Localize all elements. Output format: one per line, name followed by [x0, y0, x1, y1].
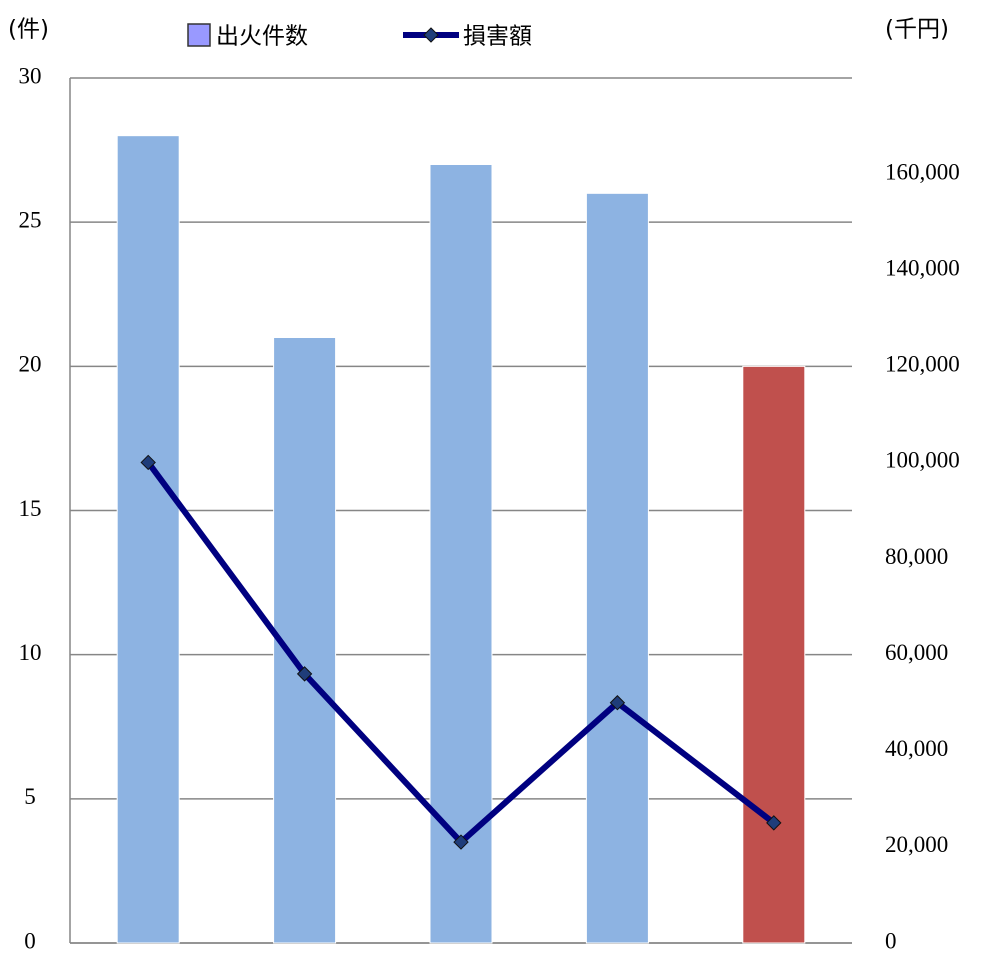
y-tick-label: 0	[24, 928, 36, 953]
bar	[585, 192, 649, 944]
line-marker	[609, 695, 626, 711]
legend-swatch	[187, 23, 211, 47]
bar	[429, 164, 493, 944]
y-tick-label: 10	[19, 640, 42, 665]
y-tick-label: 15	[19, 496, 42, 521]
legend-label: 出火件数	[216, 24, 308, 50]
line-marker	[453, 834, 469, 850]
legend-label: 損害額	[463, 24, 532, 50]
y-tick-label: 25	[19, 207, 42, 232]
y-axis-title: (件)	[8, 17, 49, 43]
y2-axis-title: (千円)	[885, 17, 949, 43]
y2-tick-label: 20,000	[885, 832, 948, 857]
y-tick-label: 20	[19, 352, 42, 377]
y2-tick-label: 80,000	[885, 544, 948, 569]
y-tick-label: 30	[19, 63, 42, 88]
y2-tick-label: 120,000	[885, 352, 960, 377]
y2-tick-label: 100,000	[885, 448, 960, 473]
legend-marker	[423, 27, 439, 43]
line-marker	[140, 454, 156, 471]
y-tick-label: 5	[24, 784, 36, 809]
bar	[116, 135, 180, 944]
line-marker	[766, 815, 782, 831]
line-marker	[296, 666, 313, 682]
y2-tick-label: 160,000	[885, 159, 960, 184]
y2-tick-label: 140,000	[885, 256, 960, 281]
bar	[742, 365, 806, 944]
y2-tick-label: 0	[885, 928, 897, 953]
y2-tick-label: 60,000	[885, 640, 948, 665]
bar	[273, 337, 337, 944]
y2-tick-label: 40,000	[885, 736, 948, 761]
